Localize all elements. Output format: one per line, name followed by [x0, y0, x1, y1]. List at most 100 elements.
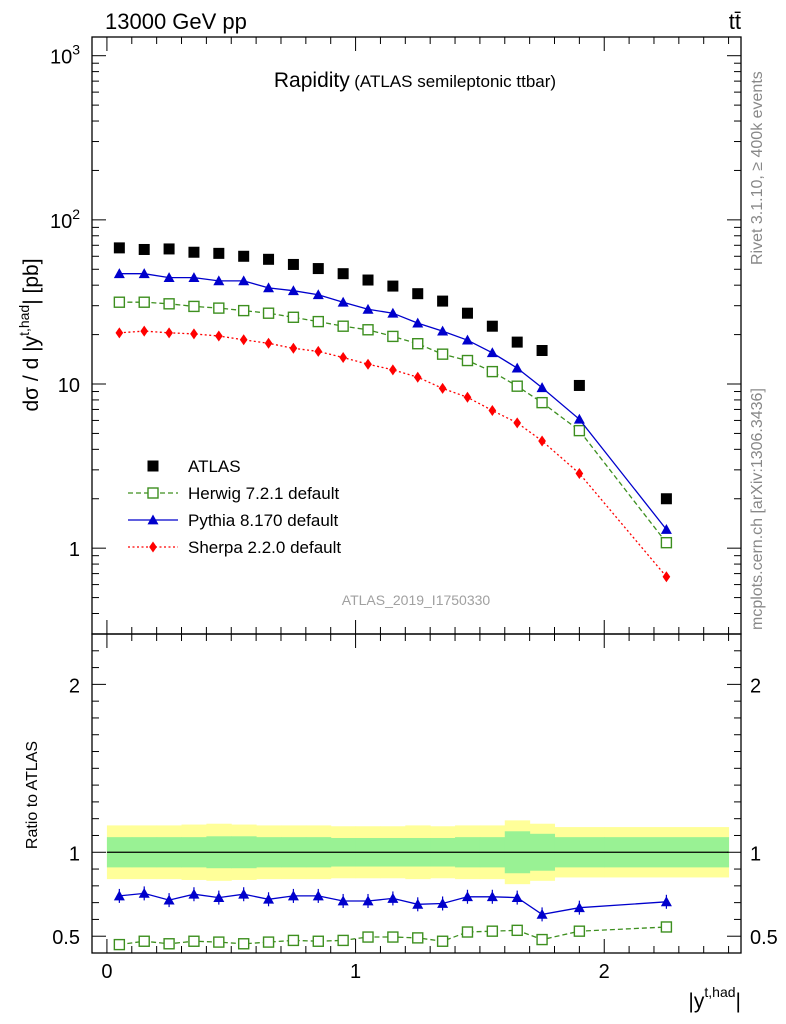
main-point-1-11 [387, 330, 399, 343]
ratio-point-2-14 [461, 891, 473, 902]
main-point-0-12 [412, 288, 424, 300]
legend-label-0: ATLAS [188, 457, 241, 476]
main-point-0-5 [238, 250, 250, 262]
ratio-point-2-5 [238, 888, 250, 899]
main-point-0-2 [163, 243, 175, 255]
main-point-0-10 [362, 274, 374, 286]
main-point-0-8 [312, 263, 324, 275]
main-point-1-1 [138, 296, 150, 308]
main-point-3-2 [165, 327, 173, 339]
main-point-0-7 [287, 258, 299, 270]
main-ytick-label-1: 10 [58, 375, 80, 397]
ratio-point-1-11 [387, 931, 399, 943]
main-point-3-9 [339, 352, 347, 364]
main-point-1-12 [412, 338, 424, 350]
main-point-2-18 [573, 413, 585, 424]
main-y-axis-title: dσ / d |yt,had| [pb] [16, 258, 43, 411]
main-y-axis-title-suffix: | [pb] [20, 258, 43, 304]
ratio-point-2-11 [387, 892, 399, 903]
main-point-3-6 [264, 337, 273, 349]
main-series-line-3 [119, 330, 667, 578]
ratio-point-2-9 [337, 895, 349, 906]
main-point-1-18 [573, 424, 586, 437]
main-point-2-14 [461, 334, 473, 345]
ratio-point-1-0 [113, 938, 126, 951]
ratio-point-1-10 [362, 931, 374, 943]
main-point-2-10 [362, 303, 374, 314]
main-point-0-9 [337, 268, 349, 280]
main-point-2-0 [113, 268, 125, 279]
main-point-3-1 [140, 325, 149, 337]
ratio-point-1-18 [573, 925, 586, 937]
ratio-point-1-12 [412, 932, 424, 944]
main-point-1-16 [511, 380, 523, 392]
main-point-1-2 [163, 298, 175, 310]
main-point-2-5 [238, 275, 250, 286]
ratio-ytick-label-right-2: 2 [750, 675, 761, 697]
main-point-3-13 [438, 382, 447, 394]
main-point-3-4 [214, 330, 223, 342]
main-point-0-1 [138, 243, 150, 255]
legend-marker-2 [147, 514, 159, 525]
main-point-1-5 [237, 304, 250, 317]
main-point-2-13 [437, 325, 449, 336]
main-point-2-17 [536, 382, 548, 393]
main-point-3-18 [575, 468, 584, 480]
main-ytick-label-exp: 2 [72, 206, 80, 222]
main-point-0-15 [486, 320, 498, 332]
ratio-point-2-7 [287, 890, 299, 901]
ratio-point-2-2 [163, 894, 175, 905]
main-point-1-7 [287, 311, 300, 323]
main-point-1-13 [436, 348, 449, 360]
main-point-2-19 [660, 523, 672, 534]
ratio-point-2-19 [660, 896, 672, 907]
main-point-1-6 [262, 307, 275, 319]
mcplots-label: mcplots.cern.ch [arXiv:1306.3436] [749, 388, 766, 630]
main-point-3-8 [314, 345, 323, 357]
ratio-panel: 0.5 0.5 1 1 2 2 Ratio to ATLAS 0 1 2 |yt,had| [24, 633, 778, 1013]
x-axis-title: |yt,had| [688, 984, 741, 1013]
x-tick-label-2: 2 [599, 961, 610, 983]
main-point-2-7 [287, 285, 299, 296]
x-axis-title-suffix: | [736, 990, 741, 1013]
main-point-3-3 [190, 328, 198, 340]
rivet-label: Rivet 3.1.10, ≥ 400k events [749, 71, 766, 265]
main-ytick-label-base: 10 [50, 211, 72, 233]
main-title: Rapidity (ATLAS semileptonic ttbar) [274, 69, 556, 92]
main-point-1-19 [660, 536, 673, 549]
main-point-0-19 [660, 493, 672, 505]
main-ytick-label-0: 1 [69, 539, 80, 561]
ratio-point-1-16 [511, 924, 523, 937]
main-point-3-19 [662, 571, 671, 583]
main-ytick-label-2: 102 [50, 206, 80, 233]
ratio-ytick-label-left-2: 2 [69, 675, 80, 697]
ratio-point-1-15 [486, 925, 499, 937]
ratio-point-2-15 [486, 891, 498, 902]
main-point-1-0 [113, 296, 126, 308]
main-point-0-4 [213, 247, 225, 259]
main-point-0-16 [511, 336, 523, 348]
main-point-2-1 [138, 268, 150, 279]
energy-label: 13000 GeV pp [105, 9, 247, 34]
main-ytick-label-3: 103 [50, 42, 80, 69]
ratio-point-1-5 [237, 938, 250, 950]
ratio-point-1-14 [461, 926, 474, 938]
ratio-point-2-0 [113, 890, 125, 901]
process-label: tt̄ [729, 9, 741, 34]
main-point-2-15 [486, 347, 498, 358]
legend-label-1: Herwig 7.2.1 default [188, 484, 339, 503]
main-point-3-12 [413, 371, 422, 383]
legend: ATLAS Herwig 7.2.1 default Pythia 8.170 de… [128, 457, 341, 557]
main-point-1-10 [362, 324, 374, 336]
ratio-point-1-6 [262, 936, 275, 948]
main-subtitle-text: (ATLAS semileptonic ttbar) [354, 72, 556, 91]
x-axis-title-prefix: |y [688, 990, 704, 1013]
ratio-point-2-6 [263, 893, 275, 904]
main-point-2-8 [312, 289, 324, 300]
main-point-3-7 [289, 342, 298, 354]
ratio-ytick-label-left-1: 1 [69, 843, 80, 865]
main-point-1-14 [461, 354, 474, 367]
main-point-3-10 [364, 358, 372, 370]
ratio-point-1-19 [660, 921, 673, 933]
